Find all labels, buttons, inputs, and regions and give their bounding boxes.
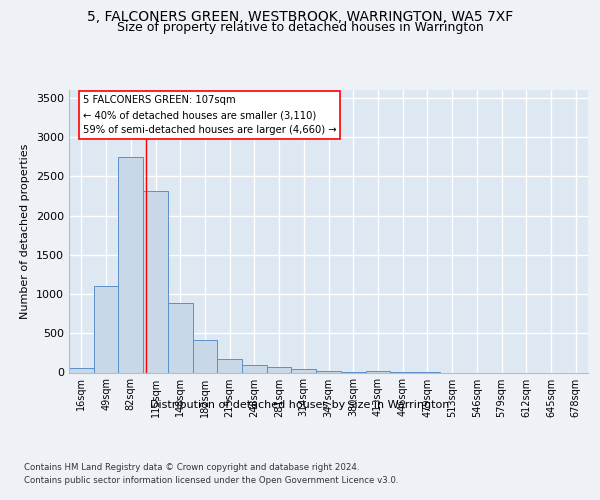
Bar (168, 304, 193, 372)
Text: 5 FALCONERS GREEN: 107sqm
← 40% of detached houses are smaller (3,110)
59% of se: 5 FALCONERS GREEN: 107sqm ← 40% of detac… (83, 96, 336, 135)
Bar (143, 191, 168, 372)
Text: Distribution of detached houses by size in Warrington: Distribution of detached houses by size … (151, 400, 449, 410)
Text: Size of property relative to detached houses in Warrington: Size of property relative to detached ho… (116, 21, 484, 34)
Text: Contains public sector information licensed under the Open Government Licence v3: Contains public sector information licen… (24, 476, 398, 485)
Bar (242, 364, 267, 372)
Bar (69, 368, 94, 372)
Y-axis label: Number of detached properties: Number of detached properties (20, 144, 31, 319)
Bar (118, 156, 143, 372)
Bar (217, 359, 242, 372)
Text: 5, FALCONERS GREEN, WESTBROOK, WARRINGTON, WA5 7XF: 5, FALCONERS GREEN, WESTBROOK, WARRINGTO… (87, 10, 513, 24)
Bar (267, 368, 292, 372)
Bar (94, 286, 118, 372)
Bar (316, 371, 341, 372)
Text: Contains HM Land Registry data © Crown copyright and database right 2024.: Contains HM Land Registry data © Crown c… (24, 462, 359, 471)
Bar (193, 340, 217, 372)
Bar (292, 370, 316, 372)
